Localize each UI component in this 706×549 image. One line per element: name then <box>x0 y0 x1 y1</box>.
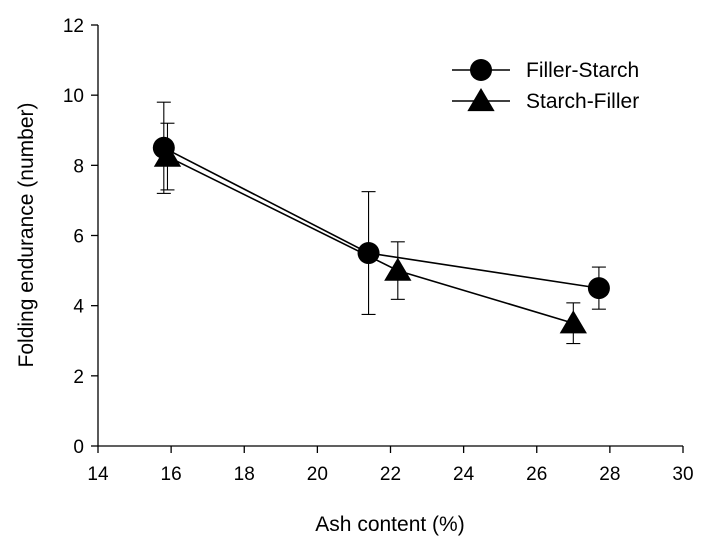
filler-starch-point <box>587 277 610 300</box>
y-tick-label: 6 <box>73 227 84 248</box>
legend-marker <box>470 59 492 81</box>
starch-filler-point <box>384 257 412 281</box>
x-tick-label: 30 <box>672 464 693 485</box>
x-tick-label: 20 <box>307 464 328 485</box>
x-tick-label: 14 <box>87 464 109 485</box>
y-tick-label: 12 <box>63 16 84 37</box>
legend-label: Filler-Starch <box>526 59 639 82</box>
y-tick-label: 4 <box>73 297 84 318</box>
x-tick-label: 22 <box>380 464 401 485</box>
starch-filler-point <box>559 310 587 334</box>
legend: Filler-Starch Starch-Filler <box>452 59 639 113</box>
x-tick-label: 28 <box>599 464 620 485</box>
legend-label: Starch-Filler <box>526 90 639 113</box>
x-axis-title: Ash content (%) <box>315 513 464 536</box>
y-tick-label: 0 <box>73 437 84 458</box>
y-tick-label: 10 <box>63 86 84 107</box>
x-tick-label: 18 <box>234 464 255 485</box>
legend-item-starch-filler: Starch-Filler <box>452 88 639 113</box>
x-tick-label: 16 <box>161 464 182 485</box>
y-tick-label: 8 <box>73 156 84 177</box>
x-tick-label: 24 <box>453 464 475 485</box>
y-axis-title: Folding endurance (number) <box>15 103 38 368</box>
filler-starch-line <box>163 147 600 289</box>
x-tick-label: 26 <box>526 464 547 485</box>
series-starch-filler <box>153 122 587 345</box>
series-filler-starch <box>152 101 610 315</box>
starch-filler-point <box>153 143 182 167</box>
y-tick-label: 2 <box>73 367 84 388</box>
legend-marker <box>467 88 495 112</box>
plot-area <box>152 101 610 345</box>
legend-item-filler-starch: Filler-Starch <box>452 59 639 82</box>
